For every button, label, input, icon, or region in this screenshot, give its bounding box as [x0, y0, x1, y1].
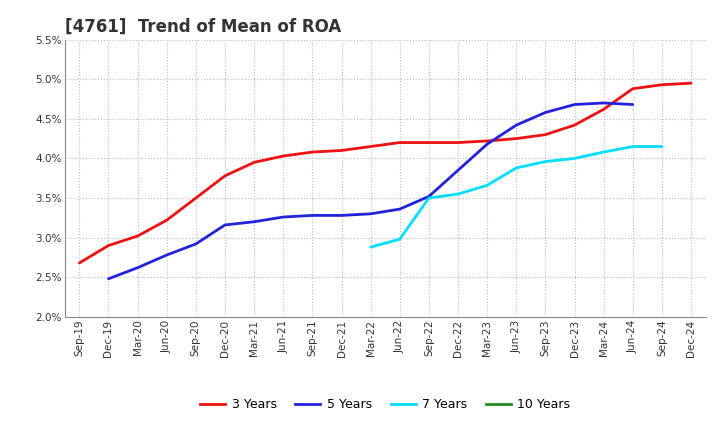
- 3 Years: [599, 106, 608, 112]
- 3 Years: [220, 173, 229, 179]
- 5 Years: [512, 122, 521, 128]
- 3 Years: [454, 140, 462, 145]
- Text: [4761]  Trend of Mean of ROA: [4761] Trend of Mean of ROA: [65, 17, 341, 35]
- 5 Years: [104, 276, 113, 282]
- 5 Years: [250, 219, 258, 224]
- 3 Years: [629, 86, 637, 92]
- 3 Years: [104, 243, 113, 248]
- 3 Years: [192, 195, 200, 201]
- 5 Years: [308, 213, 317, 218]
- 7 Years: [599, 150, 608, 155]
- 5 Years: [192, 241, 200, 246]
- 5 Years: [599, 100, 608, 106]
- 3 Years: [687, 81, 696, 86]
- 7 Years: [425, 195, 433, 201]
- 5 Years: [395, 206, 404, 212]
- 3 Years: [541, 132, 550, 137]
- 7 Years: [395, 237, 404, 242]
- 7 Years: [657, 144, 666, 149]
- 7 Years: [629, 144, 637, 149]
- 7 Years: [483, 183, 492, 188]
- 5 Years: [570, 102, 579, 107]
- 5 Years: [220, 222, 229, 227]
- 5 Years: [483, 142, 492, 147]
- 7 Years: [541, 159, 550, 164]
- 5 Years: [454, 168, 462, 173]
- 3 Years: [133, 233, 142, 238]
- 3 Years: [163, 217, 171, 223]
- Line: 3 Years: 3 Years: [79, 83, 691, 263]
- 3 Years: [75, 260, 84, 266]
- 3 Years: [570, 122, 579, 128]
- 7 Years: [454, 191, 462, 197]
- Line: 7 Years: 7 Years: [371, 147, 662, 247]
- 3 Years: [483, 138, 492, 143]
- 7 Years: [570, 156, 579, 161]
- 3 Years: [425, 140, 433, 145]
- Line: 5 Years: 5 Years: [109, 103, 633, 279]
- 5 Years: [629, 102, 637, 107]
- 3 Years: [308, 150, 317, 155]
- 5 Years: [163, 253, 171, 258]
- 5 Years: [425, 194, 433, 199]
- 7 Years: [512, 165, 521, 171]
- 5 Years: [133, 265, 142, 270]
- 7 Years: [366, 245, 375, 250]
- 3 Years: [657, 82, 666, 88]
- 5 Years: [366, 211, 375, 216]
- 3 Years: [250, 160, 258, 165]
- 5 Years: [541, 110, 550, 115]
- 5 Years: [337, 213, 346, 218]
- 3 Years: [279, 154, 287, 159]
- 3 Years: [366, 144, 375, 149]
- Legend: 3 Years, 5 Years, 7 Years, 10 Years: 3 Years, 5 Years, 7 Years, 10 Years: [195, 393, 575, 416]
- 3 Years: [395, 140, 404, 145]
- 5 Years: [279, 214, 287, 220]
- 3 Years: [512, 136, 521, 141]
- 3 Years: [337, 148, 346, 153]
